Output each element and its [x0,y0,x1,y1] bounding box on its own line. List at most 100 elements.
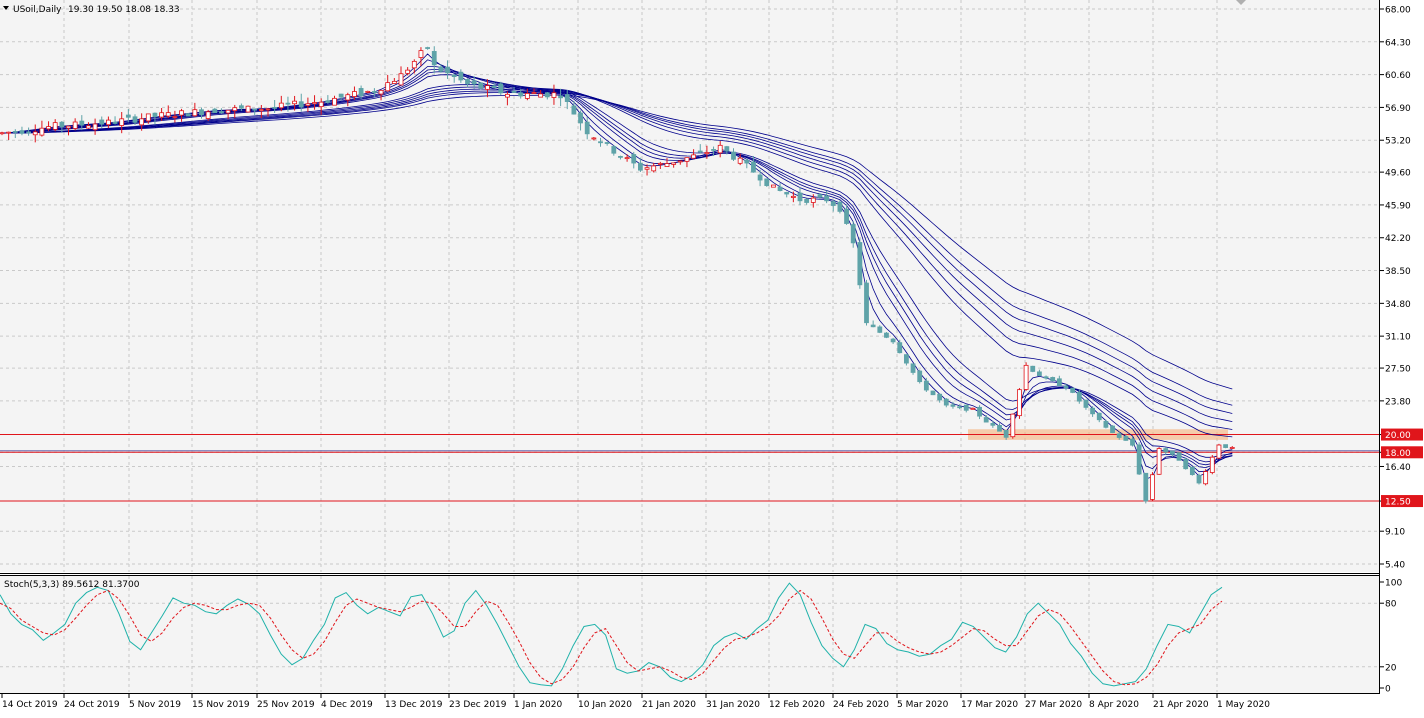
stoch-signal-line [0,589,1223,686]
candle-body [511,90,517,93]
candle-body [578,112,583,124]
candle-body [52,122,58,130]
candle-body [451,74,457,78]
price-plot-area[interactable] [0,0,1379,572]
candle-body [212,108,218,114]
candle-body [338,93,344,98]
candle-body [172,116,178,118]
candle-body [59,121,65,128]
candle-body [558,95,563,99]
candle-body [205,111,211,119]
candle-body [1083,399,1089,408]
candle-body [697,150,703,153]
price-tick-label: 23.80 [1385,397,1411,407]
candle-body [498,83,504,94]
candle-body [943,398,949,406]
ma-line [2,86,1233,430]
time-tick-label: 5 Nov 2019 [129,700,181,710]
candle-body [990,423,996,426]
candle-body [1017,389,1022,417]
level-price-tag [1381,428,1423,441]
candle-body [930,390,936,396]
candle-body [1143,472,1149,502]
candle-body [378,89,384,95]
candle-body [252,108,258,111]
collapse-triangle-icon[interactable] [3,6,9,10]
candle-body [445,66,450,74]
candle-body [904,354,909,364]
candle-body [285,102,291,105]
candle-body [504,93,510,98]
candle-body [1229,447,1235,449]
candle-body [1090,407,1095,415]
shift-marker-icon[interactable] [1236,0,1246,5]
level-price-label: 18.00 [1385,449,1411,459]
candle-body [179,110,184,116]
candle-body [292,100,298,105]
candle-body [32,131,38,136]
time-tick-label: 8 Apr 2020 [1089,700,1139,710]
candle-body [12,131,18,133]
candle-body [877,326,883,333]
time-tick-label: 27 Mar 2020 [1025,700,1082,710]
candle-body [937,393,943,401]
time-tick-label: 24 Feb 2020 [833,700,889,710]
candle-body [751,161,756,173]
candle-body [99,119,105,125]
candle-body [458,71,464,81]
candle-body [245,105,251,113]
candle-body [1136,444,1142,475]
candle-body [864,282,869,324]
time-tick-label: 21 Apr 2020 [1153,700,1209,710]
time-tick-label: 4 Dec 2019 [321,700,373,710]
candle-body [1023,364,1029,390]
candle-body [1163,448,1169,453]
candle-body [757,174,763,181]
time-tick-label: 10 Jan 2020 [578,700,632,710]
candle-body [957,406,962,409]
candle-body [325,100,331,103]
candle-body [106,119,111,126]
candle-body [790,195,796,198]
candle-body [844,208,849,224]
price-tick-label: 45.90 [1385,201,1411,211]
candle-body [664,163,670,167]
candle-body [777,186,783,191]
candle-body [385,82,391,92]
candle-body [917,370,923,383]
candle-body [478,82,484,89]
stoch-tick-label: 0 [1385,685,1391,695]
candle-body [737,157,743,164]
price-tick-label: 53.20 [1385,137,1411,147]
candle-body [192,109,198,117]
stoch-axis-ticks: 100 80 20 0 [1380,579,1402,695]
candle-body [119,118,125,126]
candle-body [1076,392,1082,402]
candle-body [66,125,71,129]
candle-body [591,137,597,140]
time-axis[interactable] [0,694,1380,714]
candle-body [1003,429,1009,438]
stoch-tick-label: 20 [1385,663,1397,673]
candle-body [1130,438,1135,446]
candle-body [471,80,477,85]
candle-body [39,127,45,136]
candle-body [225,109,231,114]
candle-body [265,108,271,111]
candle-body [132,116,138,123]
candle-body [411,60,417,69]
candle-body [1010,413,1016,438]
candle-body [431,51,437,66]
price-tick-label: 56.90 [1385,104,1411,114]
candle-body [46,126,51,130]
price-axis[interactable] [1380,0,1424,714]
candle-body [232,107,238,112]
stoch-tick-label: 80 [1385,600,1397,610]
candle-body [1116,433,1122,438]
candle-body [598,141,603,144]
stoch-plot-area[interactable] [0,576,1379,693]
candle-body [1123,436,1129,441]
symbol-label: USoil,Daily [13,5,62,15]
